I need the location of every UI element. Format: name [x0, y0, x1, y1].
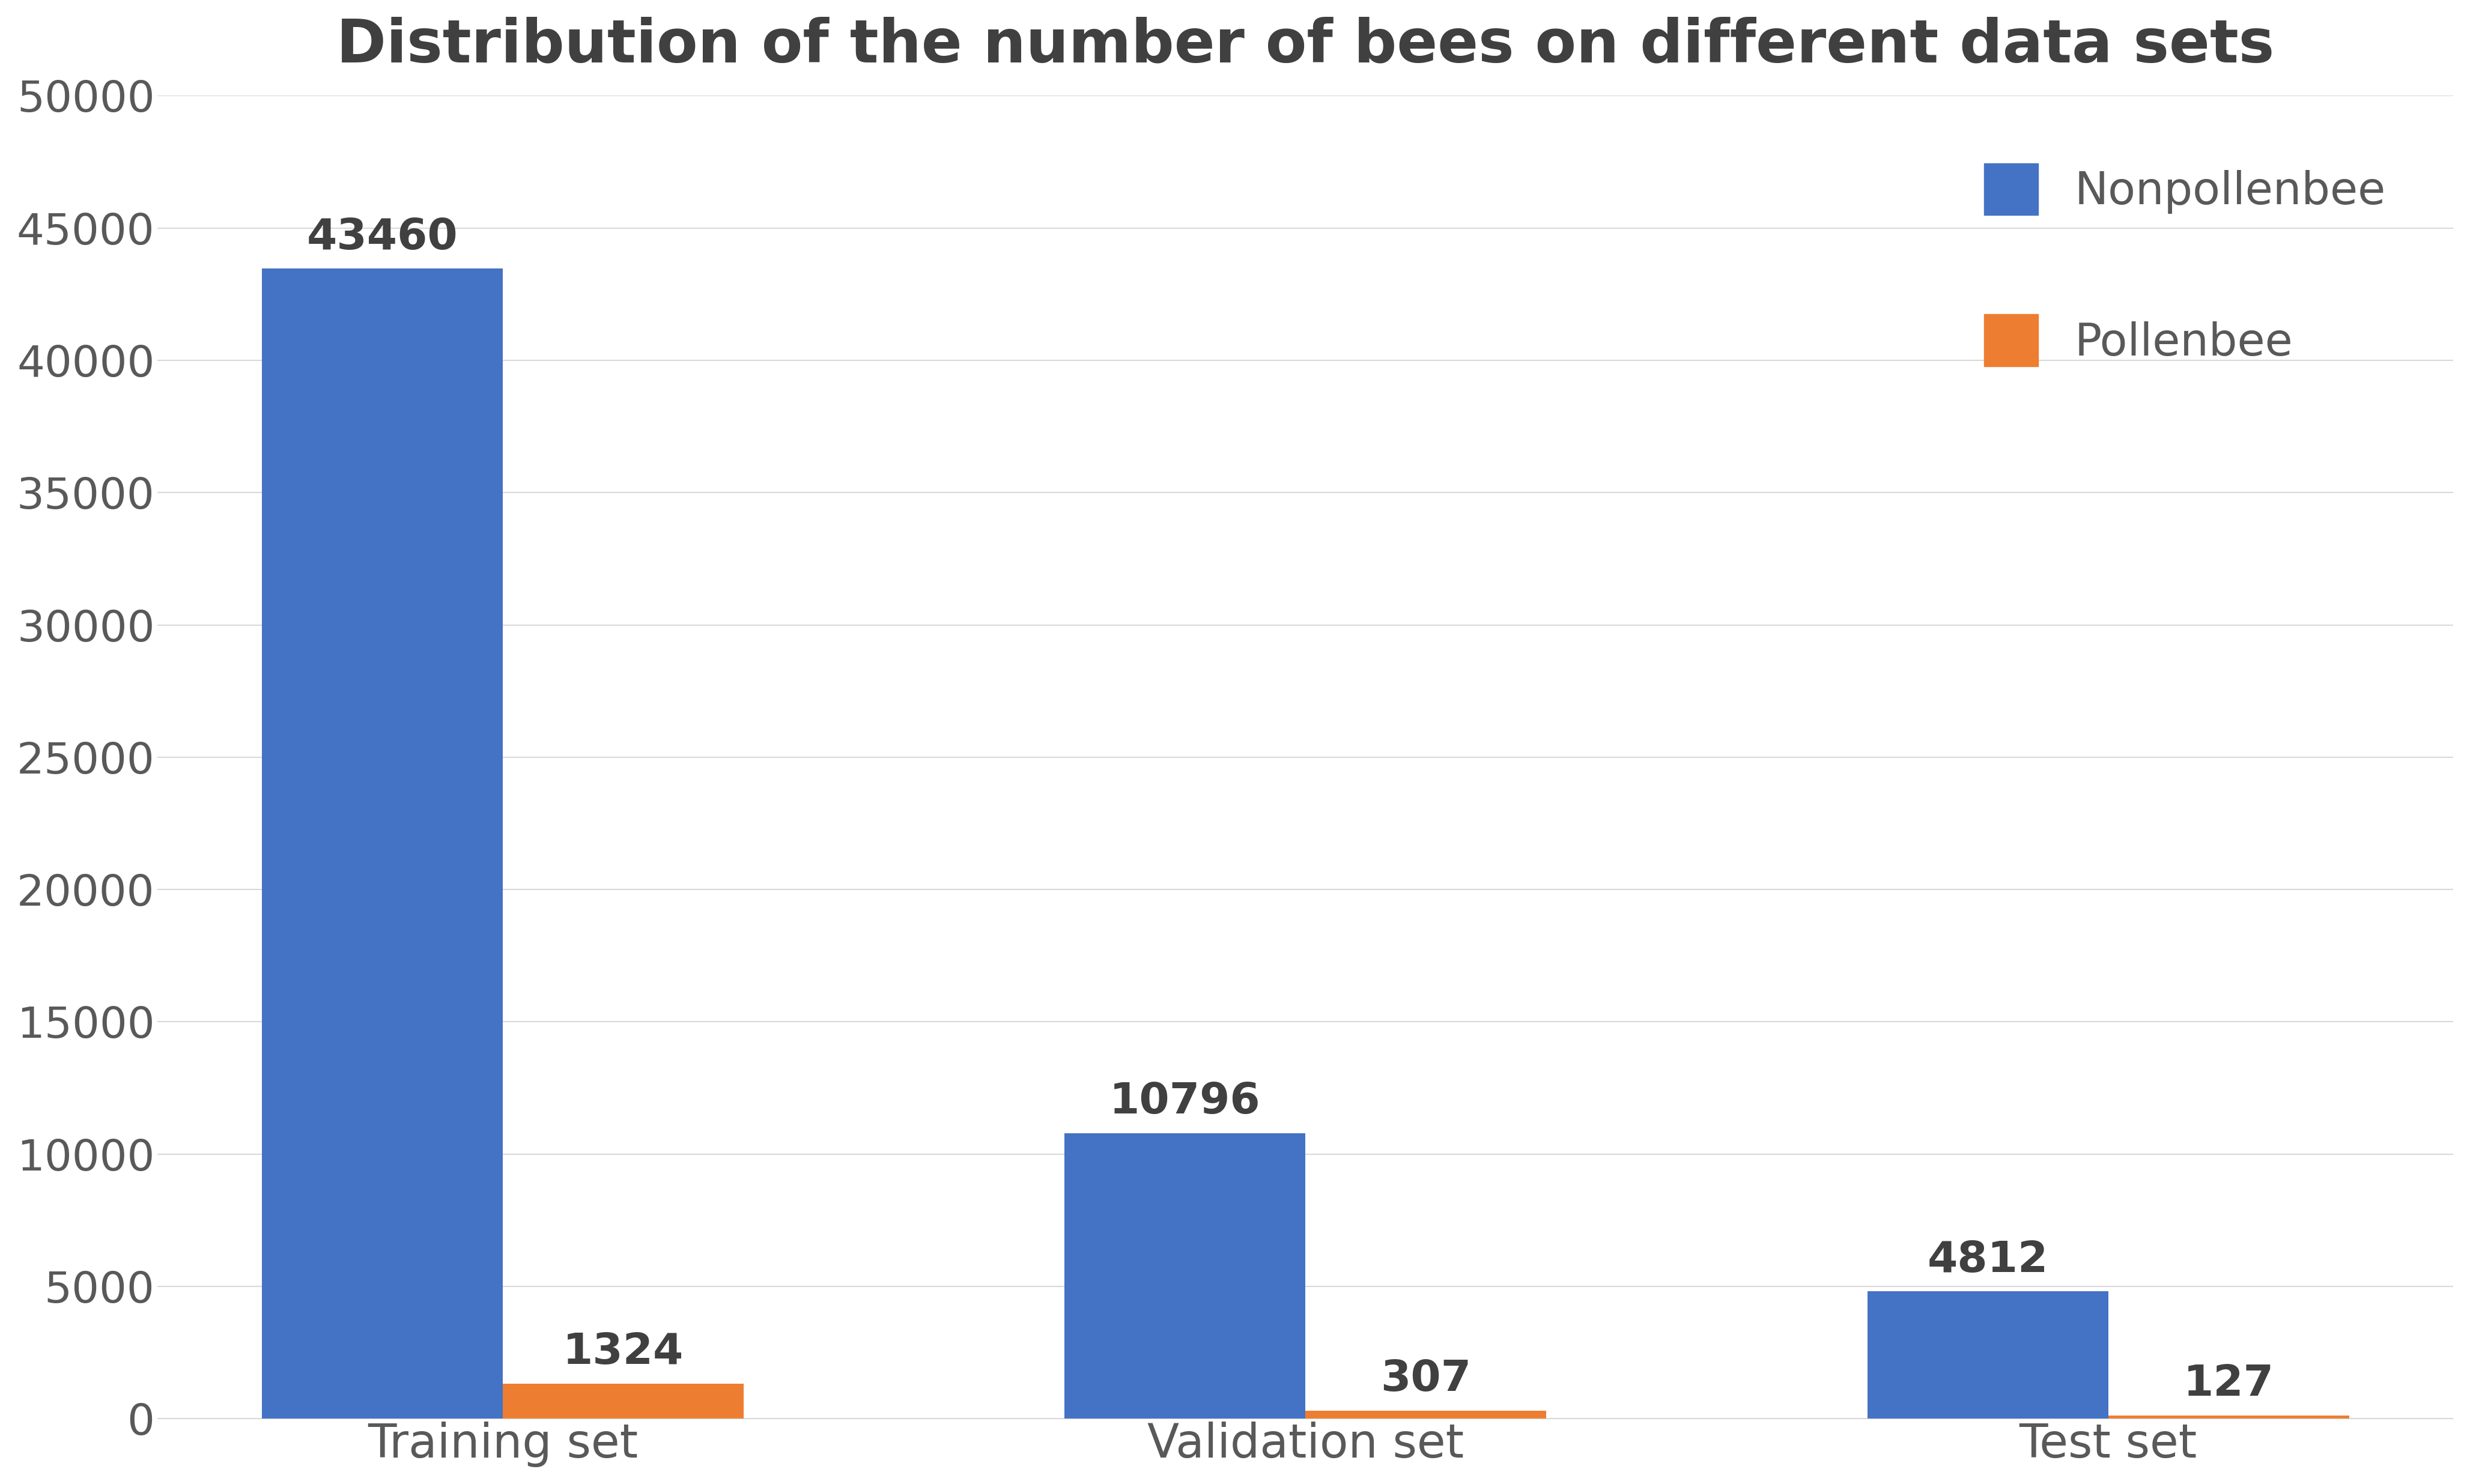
Text: 307: 307 — [1381, 1359, 1472, 1399]
Legend: Nonpollenbee, Pollenbee: Nonpollenbee, Pollenbee — [1939, 119, 2430, 411]
Text: 4812: 4812 — [1927, 1239, 2048, 1281]
Bar — [1307, 1411, 1546, 1419]
Bar — [504, 1383, 743, 1419]
Text: 127: 127 — [2183, 1364, 2275, 1405]
Bar — [1065, 1134, 1307, 1419]
Text: 1324: 1324 — [563, 1331, 684, 1373]
Title: Distribution of the number of bees on different data sets: Distribution of the number of bees on di… — [336, 16, 2275, 74]
Bar — [2109, 1416, 2349, 1419]
Text: 10796: 10796 — [1109, 1080, 1260, 1122]
Bar — [1867, 1291, 2109, 1419]
Text: 43460: 43460 — [306, 217, 457, 258]
Bar — [262, 269, 504, 1419]
